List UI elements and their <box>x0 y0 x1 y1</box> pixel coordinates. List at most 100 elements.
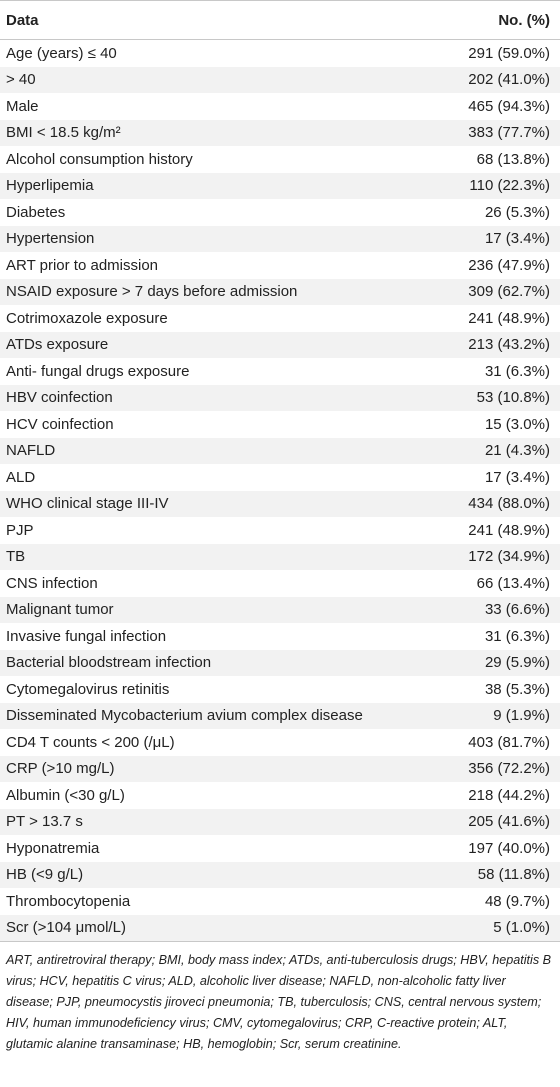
header-data-label: Data <box>6 11 39 29</box>
row-value: 53 (10.8%) <box>476 389 550 407</box>
row-label: Hyperlipemia <box>6 177 94 195</box>
row-label: Bacterial bloodstream infection <box>6 654 212 672</box>
row-value: 110 (22.3%) <box>469 177 550 195</box>
row-value: 17 (3.4%) <box>484 230 550 248</box>
row-value: 9 (1.9%) <box>493 707 550 725</box>
header-value-label: No. (%) <box>498 11 550 29</box>
row-value: 31 (6.3%) <box>484 627 550 645</box>
table-row: PJP 241 (48.9%) <box>0 517 560 544</box>
row-value: 236 (47.9%) <box>468 256 550 274</box>
row-value: 33 (6.6%) <box>484 601 550 619</box>
row-value: 213 (43.2%) <box>468 336 550 354</box>
table-row: Cotrimoxazole exposure 241 (48.9%) <box>0 305 560 332</box>
row-value: 434 (88.0%) <box>468 495 550 513</box>
row-label: > 40 <box>6 71 36 89</box>
row-label: Anti- fungal drugs exposure <box>6 362 190 380</box>
row-value: 66 (13.4%) <box>476 574 550 592</box>
row-value: 5 (1.0%) <box>493 919 550 937</box>
row-value: 309 (62.7%) <box>468 283 550 301</box>
row-value: 383 (77.7%) <box>468 124 550 142</box>
table-body: Age (years) ≤ 40 291 (59.0%) > 40 202 (41.0… <box>0 40 560 941</box>
row-label: TB <box>6 548 26 566</box>
row-label: Hypertension <box>6 230 95 248</box>
table-row: NAFLD 21 (4.3%) <box>0 437 560 464</box>
row-label: NSAID exposure > 7 days before admission <box>6 283 298 301</box>
row-label: HCV coinfection <box>6 415 114 433</box>
row-value: 197 (40.0%) <box>468 839 550 857</box>
row-label: CD4 T counts < 200 (/μL) <box>6 733 175 751</box>
table-row: Thrombocytopenia 48 (9.7%) <box>0 888 560 915</box>
row-label: ART prior to admission <box>6 256 159 274</box>
table-header: Data No. (%) <box>0 0 560 40</box>
table-row: HCV coinfection 15 (3.0%) <box>0 411 560 438</box>
table-row: ATDs exposure 213 (43.2%) <box>0 331 560 358</box>
row-value: 58 (11.8%) <box>477 866 550 884</box>
row-label: ATDs exposure <box>6 336 109 354</box>
row-label: Hyponatremia <box>6 839 100 857</box>
table-row: Diabetes 26 (5.3%) <box>0 199 560 226</box>
table-row: ALD 17 (3.4%) <box>0 464 560 491</box>
row-label: NAFLD <box>6 442 56 460</box>
table-row: Male 465 (94.3%) <box>0 93 560 120</box>
row-label: HBV coinfection <box>6 389 113 407</box>
row-value: 17 (3.4%) <box>484 468 550 486</box>
row-label: Malignant tumor <box>6 601 114 619</box>
row-value: 403 (81.7%) <box>468 733 550 751</box>
table-footnote: ART, antiretroviral therapy; BMI, body m… <box>6 953 552 1051</box>
row-value: 31 (6.3%) <box>484 362 550 380</box>
row-value: 29 (5.9%) <box>484 654 550 672</box>
table-row: CRP (>10 mg/L) 356 (72.2%) <box>0 755 560 782</box>
table-row: TB 172 (34.9%) <box>0 543 560 570</box>
row-label: Invasive fungal infection <box>6 627 167 645</box>
row-label: CRP (>10 mg/L) <box>6 760 115 778</box>
table-row: HBV coinfection 53 (10.8%) <box>0 384 560 411</box>
table-row: Alcohol consumption history 68 (13.8%) <box>0 146 560 173</box>
row-label: CNS infection <box>6 574 98 592</box>
table-row: Cytomegalovirus retinitis 38 (5.3%) <box>0 676 560 703</box>
row-value: 48 (9.7%) <box>484 892 550 910</box>
table-row: BMI < 18.5 kg/m² 383 (77.7%) <box>0 119 560 146</box>
table-row: Hyponatremia 197 (40.0%) <box>0 835 560 862</box>
row-value: 172 (34.9%) <box>468 548 550 566</box>
data-table: Data No. (%) Age (years) ≤ 40 291 (59.0%)… <box>0 0 560 1051</box>
row-label: Alcohol consumption history <box>6 150 193 168</box>
table-row: Bacterial bloodstream infection 29 (5.9%) <box>0 649 560 676</box>
table-row: NSAID exposure > 7 days before admission… <box>0 278 560 305</box>
row-label: Diabetes <box>6 203 66 221</box>
table-row: Hyperlipemia 110 (22.3%) <box>0 172 560 199</box>
row-label: Disseminated Mycobacterium avium complex… <box>6 707 363 725</box>
row-value: 68 (13.8%) <box>476 150 550 168</box>
table-row: Malignant tumor 33 (6.6%) <box>0 596 560 623</box>
row-value: 15 (3.0%) <box>484 415 550 433</box>
table-row: Albumin (<30 g/L) 218 (44.2%) <box>0 782 560 809</box>
row-value: 241 (48.9%) <box>468 521 550 539</box>
row-label: Male <box>6 97 39 115</box>
row-label: PT > 13.7 s <box>6 813 83 831</box>
row-value: 26 (5.3%) <box>484 203 550 221</box>
row-label: PJP <box>6 521 34 539</box>
table-row: HB (<9 g/L) 58 (11.8%) <box>0 861 560 888</box>
row-value: 21 (4.3%) <box>484 442 550 460</box>
row-label: Scr (>104 μmol/L) <box>6 919 126 937</box>
table-row: WHO clinical stage III-IV 434 (88.0%) <box>0 490 560 517</box>
row-value: 202 (41.0%) <box>468 71 550 89</box>
table-row: > 40 202 (41.0%) <box>0 66 560 93</box>
row-value: 465 (94.3%) <box>468 97 550 115</box>
row-label: Cotrimoxazole exposure <box>6 309 168 327</box>
row-value: 218 (44.2%) <box>468 786 550 804</box>
row-label: Cytomegalovirus retinitis <box>6 680 170 698</box>
row-value: 241 (48.9%) <box>468 309 550 327</box>
row-value: 38 (5.3%) <box>484 680 550 698</box>
row-label: Age (years) ≤ 40 <box>6 44 117 62</box>
table-row: PT > 13.7 s 205 (41.6%) <box>0 808 560 835</box>
row-value: 205 (41.6%) <box>468 813 550 831</box>
row-label: ALD <box>6 468 36 486</box>
row-value: 291 (59.0%) <box>468 44 550 62</box>
row-label: HB (<9 g/L) <box>6 866 84 884</box>
table-row: Hypertension 17 (3.4%) <box>0 225 560 252</box>
row-label: BMI < 18.5 kg/m² <box>6 124 121 142</box>
table-row: Scr (>104 μmol/L) 5 (1.0%) <box>0 914 560 941</box>
row-label: Thrombocytopenia <box>6 892 131 910</box>
table-row: CD4 T counts < 200 (/μL) 403 (81.7%) <box>0 729 560 756</box>
table-row: Age (years) ≤ 40 291 (59.0%) <box>0 40 560 67</box>
